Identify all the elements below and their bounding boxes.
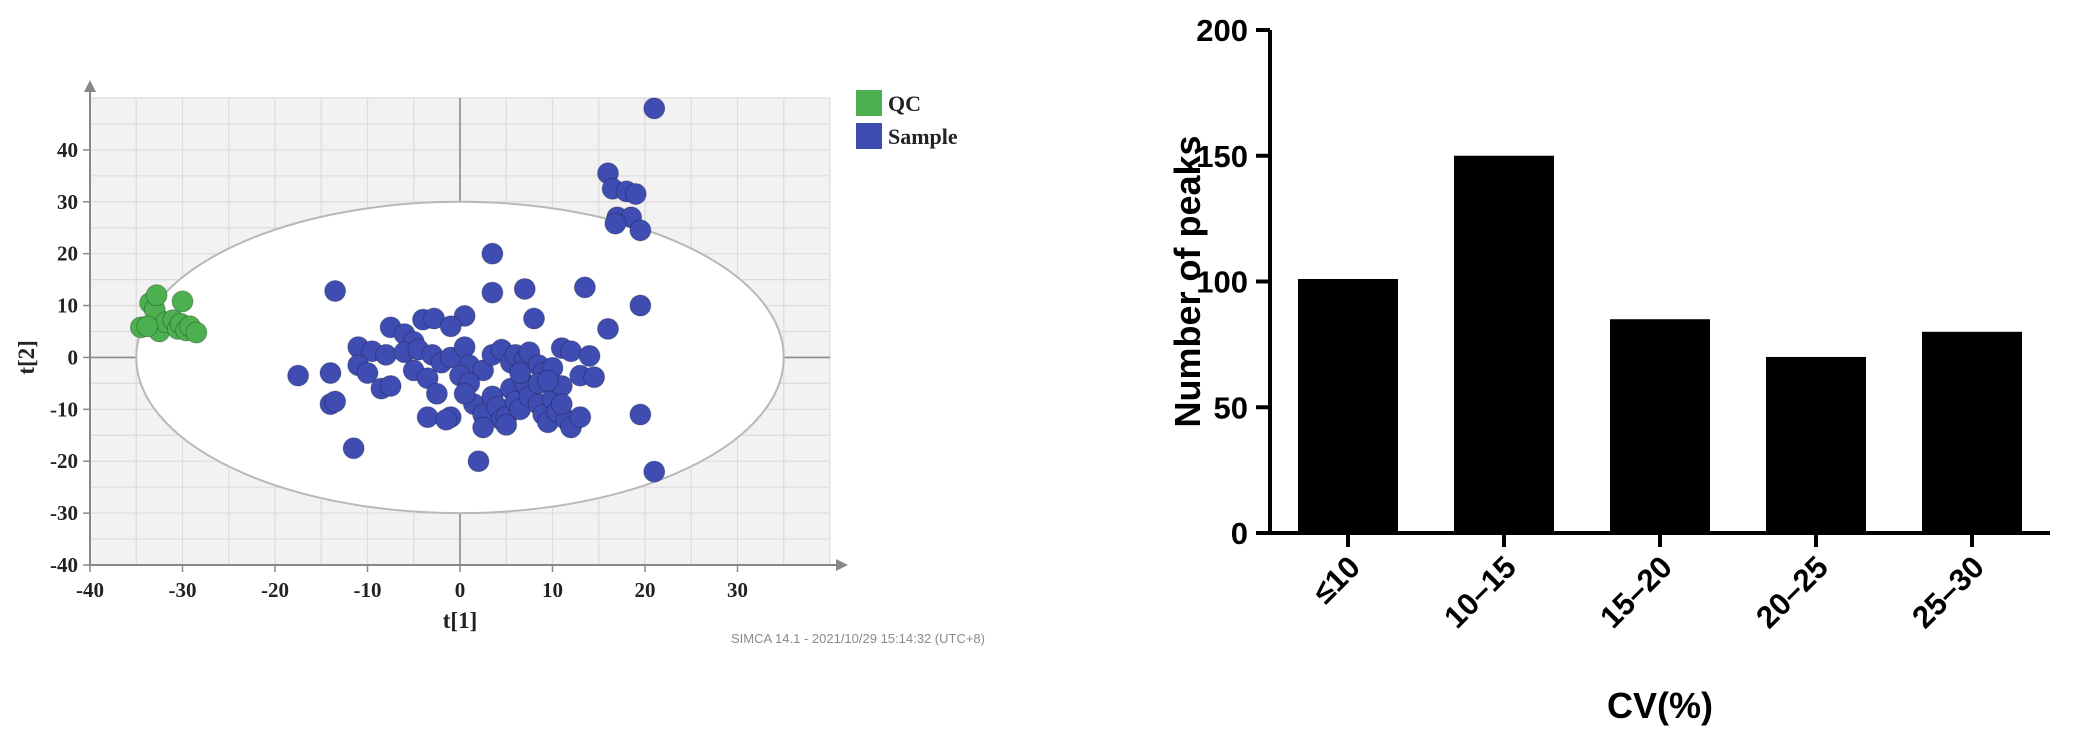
- data-point-sample: [643, 460, 666, 483]
- y-tick-label: 20: [57, 242, 78, 266]
- y-tick-label: 100: [1196, 265, 1248, 300]
- y-axis-title: Number of peaks: [1167, 135, 1208, 427]
- data-point-sample: [597, 317, 619, 340]
- data-point-sample: [453, 336, 476, 359]
- data-point-sample: [523, 307, 545, 330]
- legend-swatch-qc: [856, 90, 882, 116]
- data-point-qc: [136, 315, 159, 338]
- data-point-sample: [472, 359, 495, 382]
- data-point-sample: [573, 276, 596, 299]
- pca-score-scatter-chart: -40 -30 -20 -10 0 10 20 30 -40 -30 -20 -10 0 10 20 30 40…: [14, 80, 985, 646]
- data-point-sample: [287, 364, 310, 387]
- y-tick-label: 40: [57, 138, 78, 162]
- data-point-sample: [467, 450, 490, 473]
- x-axis-title: t[1]: [443, 608, 477, 633]
- data-point-sample: [643, 97, 666, 120]
- bar-1: [1454, 155, 1554, 533]
- bars: [1298, 155, 2022, 533]
- y-tick-label: 150: [1196, 139, 1248, 174]
- data-point-sample: [560, 340, 582, 363]
- x-tick-label: -40: [76, 578, 104, 602]
- data-point-sample: [583, 366, 606, 389]
- x-tick-label: -30: [169, 578, 197, 602]
- data-point-sample: [416, 406, 439, 429]
- data-point-qc: [171, 290, 194, 313]
- y-tick-label: -30: [50, 501, 78, 525]
- data-point-sample: [509, 362, 532, 385]
- y-tick-label: -20: [50, 449, 78, 473]
- data-point-sample: [578, 344, 601, 367]
- data-point-sample: [536, 369, 559, 392]
- x-tick-label: 20: [635, 578, 656, 602]
- data-point-sample: [324, 390, 347, 413]
- data-point-sample: [481, 281, 504, 304]
- legend: QC Sample: [856, 90, 958, 149]
- x-tick-label: ≤10: [1306, 549, 1367, 610]
- data-point-sample: [379, 374, 402, 397]
- data-point-sample: [513, 277, 536, 300]
- data-point-sample: [425, 382, 448, 405]
- x-tick-label: 30: [727, 578, 748, 602]
- x-tick-label: -20: [261, 578, 289, 602]
- x-axis-arrow: [836, 559, 848, 571]
- y-tick-labels: 0 50 100 150 200: [1196, 13, 1270, 551]
- data-point-sample: [495, 413, 518, 436]
- legend-label-sample: Sample: [888, 124, 958, 149]
- data-point-sample: [439, 315, 462, 338]
- data-point-sample: [569, 406, 592, 429]
- data-point-sample: [629, 403, 652, 426]
- x-tick-label: 10–15: [1437, 549, 1523, 635]
- data-point-sample: [550, 393, 573, 416]
- bar-0: [1298, 278, 1398, 533]
- data-point-sample: [319, 362, 342, 385]
- y-axis-arrow: [84, 80, 96, 92]
- data-point-qc: [145, 284, 168, 307]
- data-point-sample: [416, 367, 439, 390]
- legend-label-qc: QC: [888, 91, 921, 116]
- y-tick-label: -40: [50, 553, 78, 577]
- series-qc: [129, 284, 208, 344]
- legend-swatch-sample: [856, 123, 882, 149]
- data-point-sample: [629, 294, 652, 317]
- data-point-qc: [185, 321, 208, 344]
- x-tick-labels: -40 -30 -20 -10 0 10 20 30: [76, 565, 748, 602]
- bar-2: [1610, 319, 1710, 533]
- cv-distribution-bar-chart: 0 50 100 150 200 ≤10 10–15 15–20 20–25 25–30 CV(%)…: [1167, 13, 2050, 726]
- data-point-sample: [481, 242, 504, 265]
- y-tick-labels: -40 -30 -20 -10 0 10 20 30 40: [50, 138, 90, 577]
- y-tick-label: 30: [57, 190, 78, 214]
- y-axis-title: t[2]: [14, 340, 39, 374]
- data-point-sample: [324, 280, 347, 303]
- x-tick-label: 20–25: [1749, 549, 1835, 635]
- y-tick-label: 0: [1231, 516, 1248, 551]
- y-tick-label: 0: [68, 345, 79, 369]
- x-tick-label: -10: [354, 578, 382, 602]
- x-tick-label: 15–20: [1593, 549, 1679, 635]
- series-sample: [287, 97, 666, 483]
- data-point-sample: [375, 343, 397, 366]
- data-point-sample: [342, 437, 365, 460]
- software-footer: SIMCA 14.1 - 2021/10/29 15:14:32 (UTC+8): [731, 631, 985, 646]
- data-point-sample: [604, 212, 627, 235]
- data-point-sample: [453, 382, 476, 405]
- bar-3: [1766, 356, 1866, 533]
- data-point-sample: [629, 219, 652, 242]
- x-axis-title: CV(%): [1607, 685, 1713, 726]
- y-tick-label: 50: [1214, 390, 1248, 425]
- data-point-sample: [472, 416, 495, 439]
- x-tick-label: 0: [455, 578, 466, 602]
- x-tick-label: 10: [542, 578, 563, 602]
- data-point-sample: [624, 182, 647, 205]
- x-tick-labels: ≤10 10–15 15–20 20–25 25–30: [1306, 533, 1991, 635]
- y-tick-label: -10: [50, 397, 78, 421]
- bar-4: [1922, 331, 2022, 533]
- y-tick-label: 200: [1196, 13, 1248, 48]
- data-point-sample: [356, 362, 379, 385]
- x-tick-label: 25–30: [1905, 549, 1991, 635]
- data-point-sample: [435, 408, 458, 431]
- y-tick-label: 10: [57, 294, 78, 318]
